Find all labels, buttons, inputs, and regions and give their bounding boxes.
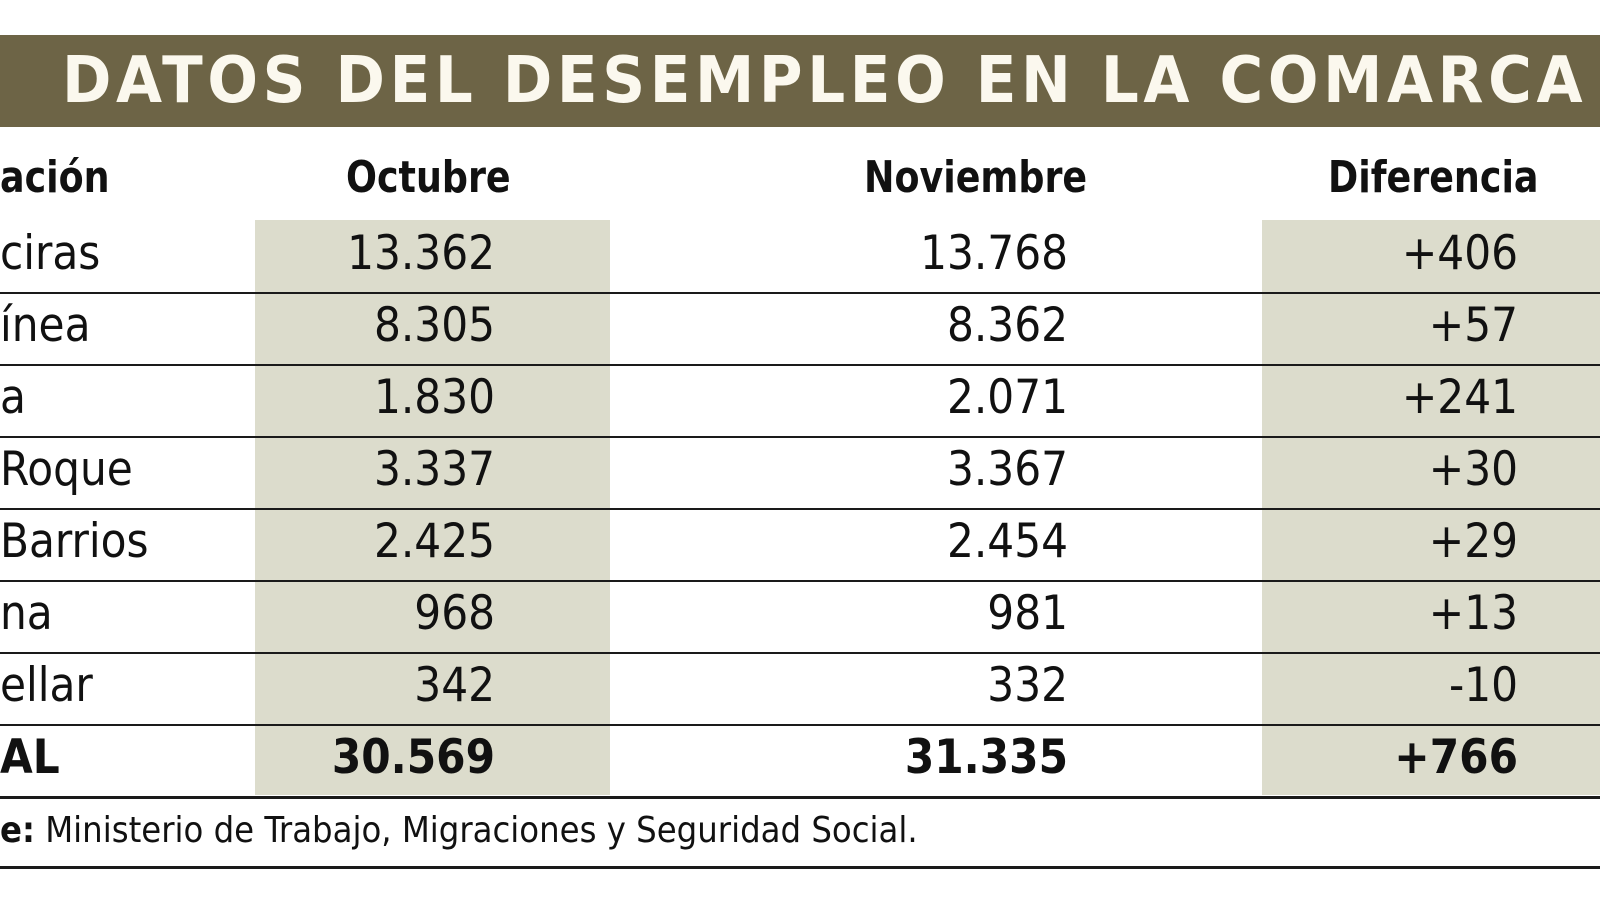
table-cell: na — [0, 586, 53, 641]
table-cell: 8.362 — [946, 298, 1068, 353]
table-cell: -10 — [1448, 658, 1518, 713]
table-cell: 3.337 — [373, 442, 495, 497]
row-divider — [0, 796, 1600, 799]
table-cell: +406 — [1401, 226, 1518, 281]
table-cell: 13.362 — [347, 226, 495, 281]
table-cell: +30 — [1428, 442, 1518, 497]
table-cell: 3.367 — [946, 442, 1068, 497]
row-divider — [0, 508, 1600, 510]
source-note: e: Ministerio de Trabajo, Migraciones y … — [0, 810, 918, 851]
table-cell: ciras — [0, 226, 101, 281]
table-cell: ellar — [0, 658, 93, 713]
total-cell: 30.569 — [331, 730, 495, 785]
table-cell: 1.830 — [373, 370, 495, 425]
row-divider — [0, 724, 1600, 726]
table-cell: ínea — [0, 298, 91, 353]
total-cell: +766 — [1394, 730, 1518, 785]
header-municipio: ación — [0, 152, 110, 203]
header-noviembre: Noviembre — [864, 152, 1088, 203]
table-cell: +57 — [1428, 298, 1518, 353]
total-cell: AL — [0, 730, 60, 785]
row-divider — [0, 652, 1600, 654]
row-divider — [0, 580, 1600, 582]
table-cell: 981 — [987, 586, 1068, 641]
table-cell: +241 — [1401, 370, 1518, 425]
source-label: e: — [0, 810, 35, 851]
table-cell: a — [0, 370, 26, 425]
page-title: DATOS DEL DESEMPLEO EN LA COMARCA — [62, 44, 1588, 118]
table-cell: 2.071 — [946, 370, 1068, 425]
table-cell: 13.768 — [920, 226, 1068, 281]
table-cell: +29 — [1428, 514, 1518, 569]
title-banner — [0, 35, 1600, 127]
table-cell: +13 — [1428, 586, 1518, 641]
row-divider — [0, 436, 1600, 438]
table-cell: 2.425 — [373, 514, 495, 569]
table-cell: 2.454 — [946, 514, 1068, 569]
header-octubre: Octubre — [346, 152, 511, 203]
diferencia-column-shade — [1262, 220, 1600, 795]
source-text: Ministerio de Trabajo, Migraciones y Seg… — [45, 810, 918, 851]
octubre-column-shade — [255, 220, 610, 795]
table-cell: 968 — [414, 586, 495, 641]
total-cell: 31.335 — [904, 730, 1068, 785]
table-cell: 8.305 — [373, 298, 495, 353]
table-cell: 342 — [414, 658, 495, 713]
table-cell: Barrios — [0, 514, 149, 569]
row-divider — [0, 292, 1600, 294]
row-divider — [0, 364, 1600, 366]
table-cell: Roque — [0, 442, 133, 497]
header-diferencia: Diferencia — [1328, 152, 1539, 203]
bottom-divider — [0, 866, 1600, 869]
table-cell: 332 — [987, 658, 1068, 713]
